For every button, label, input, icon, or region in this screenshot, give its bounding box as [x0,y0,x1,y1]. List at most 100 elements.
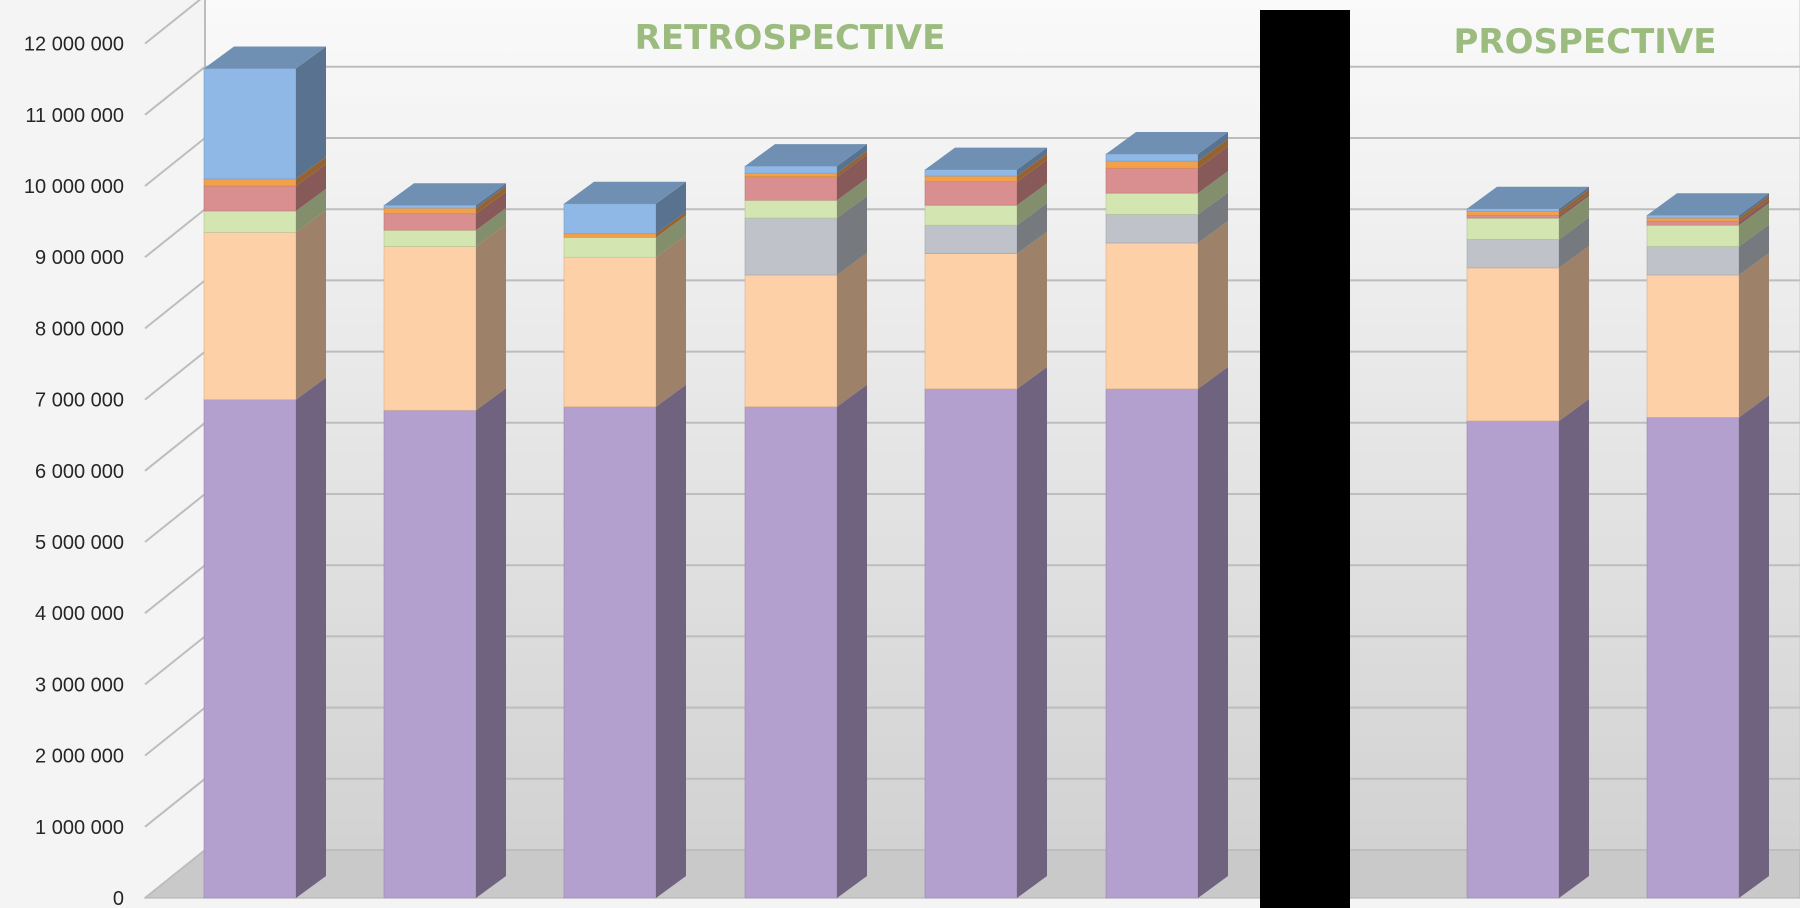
bar-segment-side [1559,196,1589,240]
bar-top [745,144,867,167]
bar-segment [924,388,1018,899]
redaction-block [1260,10,1350,908]
bar-segment-side [837,144,867,174]
bar-segment-side [1739,193,1769,219]
bar-segment-side [1198,139,1228,169]
bar-retrospective [744,144,867,899]
bar-retrospective [1105,131,1228,899]
bar-segment [924,181,1018,206]
bar-segment [1466,217,1560,240]
bar-top [204,46,326,69]
bar-segment-side [837,151,867,177]
y-tick-label: 1 000 000 [35,817,124,839]
bar-segment [563,236,657,258]
bar-segment-side [476,191,506,231]
bar-segment-side [1017,231,1047,389]
bar-segment [563,233,657,238]
bar-segment-side [1739,395,1769,898]
bar-segment-side [656,211,686,238]
bar-segment [744,217,838,276]
bar-segment-side [1559,217,1589,268]
bar-segment [1105,214,1199,244]
bar-segment [924,253,1018,390]
bar-segment [1105,160,1199,169]
bar-top [1467,186,1589,209]
bar-segment-side [1017,159,1047,206]
bar-top [564,181,686,204]
bar-segment-side [1559,193,1589,219]
bar-segment-side [1739,253,1769,418]
bar-segment-side [656,181,686,234]
bar-segment [1466,420,1560,899]
bar-segment-side [837,154,867,201]
bar-segment-side [1559,245,1589,421]
bar-segment-side [656,235,686,407]
bar-segment [1466,211,1560,216]
bar-segment-side [1017,366,1047,898]
bar-segment-side [837,178,867,219]
bar-segment [1646,224,1740,247]
bar-segment-side [1198,146,1228,194]
bar-segment-side [476,224,506,411]
bar-segment [1105,153,1199,162]
bar-top [925,147,1047,170]
bar-segment [1646,274,1740,418]
bar-segment-side [1198,192,1228,243]
bar-segment [924,169,1018,177]
bar-segment [1466,239,1560,269]
bar-segment [1646,417,1740,899]
bar-segment-side [1559,398,1589,898]
bar-segment [203,185,297,212]
bar-segment [563,406,657,899]
bar-prospective [1466,186,1589,899]
bar-segment-side [476,388,506,898]
bar-segment [744,406,838,899]
bar-segment [1466,267,1560,422]
y-tick-label: 9 000 000 [35,247,124,269]
bar-segment-side [1198,131,1228,162]
bar-top [1647,193,1769,216]
bar-segment-side [476,183,506,209]
bar-segment-side [1559,186,1589,212]
bar-segment [744,274,838,408]
bar-segment-side [1559,189,1589,216]
bar-segment-side [476,208,506,247]
bar-segment [383,204,477,209]
bar-segment-side [1017,147,1047,177]
bar-segment-side [1739,203,1769,247]
bar-segment [563,203,657,235]
y-tick-label: 6 000 000 [35,461,124,483]
bar-prospective [1646,193,1769,899]
gridline [144,0,202,45]
bar-segment [383,213,477,231]
bar-segment [203,68,297,180]
bar-segment-side [296,210,326,400]
bar-segment-side [296,164,326,211]
bar-segment-side [1017,203,1047,254]
bar-retrospective [383,183,506,899]
bar-segment [1105,242,1199,390]
bar-segment [563,256,657,408]
y-tick-label: 10 000 000 [24,176,124,198]
bar-retrospective [563,181,686,899]
bars [203,46,1769,899]
y-tick-label: 5 000 000 [35,532,124,554]
bar-segment [924,224,1018,254]
bar-segment [383,207,477,215]
bar-segment-side [476,186,506,214]
bar-segment [1105,167,1199,194]
bar-segment-side [1198,220,1228,389]
bar-segment [1105,388,1199,899]
bar-segment-side [296,188,326,233]
bar-segment [1466,214,1560,219]
bar-retrospective [203,46,326,899]
bar-top [1106,131,1228,154]
bar-segment [203,178,297,187]
bar-segment [203,210,297,233]
bar-segment-side [1739,196,1769,222]
y-tick-label: 3 000 000 [35,674,124,696]
y-tick-label: 0 [113,888,124,908]
bar-segment [1646,217,1740,222]
